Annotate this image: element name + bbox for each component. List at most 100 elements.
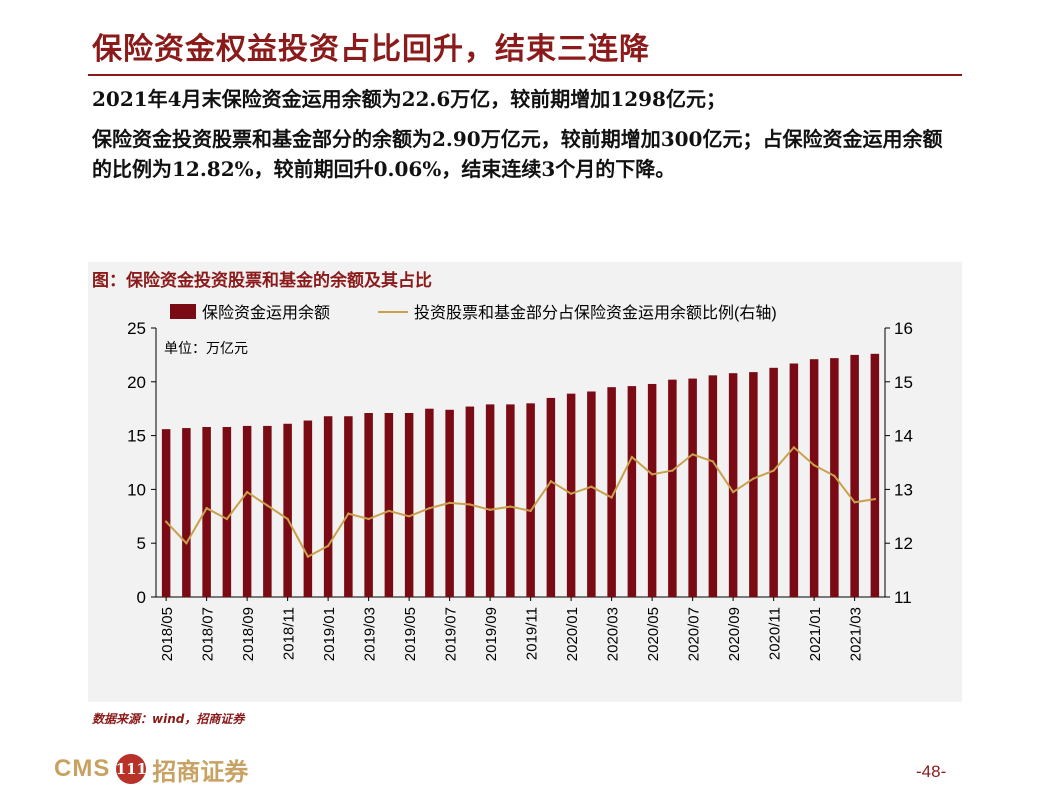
x-tick-label: 2019/03: [362, 607, 379, 661]
combo-chart: 0 5 10 15 20 25 11 12 13 14 15 16 2018/05 2018/07 2018…: [127, 303, 913, 661]
x-tick-label: 2018/05: [159, 607, 176, 661]
data-source: 数据来源：wind，招商证券: [92, 712, 245, 726]
ratio-point: [772, 469, 775, 472]
bullet-text-2: 保险资金投资股票和基金部分的余额为2.90万亿元，较前期增加300亿元；占保险资…: [92, 127, 943, 181]
ratio-point: [731, 490, 735, 494]
y-right-tick-label: 11: [894, 588, 912, 607]
legend-bar-swatch: [170, 304, 196, 319]
ratio-point: [650, 473, 654, 476]
ratio-point: [711, 460, 715, 463]
ratio-point: [549, 480, 553, 483]
x-tick-label: 2019/05: [402, 607, 419, 661]
figure-title: 图：保险资金投资股票和基金的余额及其占比: [92, 271, 432, 291]
bar: [566, 393, 576, 597]
ratio-point: [387, 509, 391, 513]
ratio-point: [833, 474, 836, 478]
bar: [627, 386, 637, 597]
bar: [546, 397, 556, 597]
unit-label: 单位：万亿元: [164, 340, 248, 356]
ratio-point: [266, 504, 269, 507]
bar: [850, 354, 859, 597]
ratio-point: [367, 517, 370, 521]
ratio-point: [610, 496, 613, 499]
y-left-tick-label: 0: [137, 588, 146, 607]
bar: [465, 406, 475, 597]
x-tick-label: 2021/01: [807, 607, 824, 661]
ratio-point: [225, 517, 229, 521]
ratio-point: [671, 469, 674, 472]
title-divider: [88, 74, 962, 76]
ratio-point: [448, 501, 451, 505]
y-right-tick-label: 12: [894, 534, 913, 553]
x-tick-label: 2019/07: [443, 607, 460, 661]
logo-text-cn: 招商证券: [152, 756, 249, 786]
bar: [384, 413, 394, 597]
ratio-point: [347, 512, 350, 515]
bar: [323, 416, 333, 597]
y-left-tick-label: 25: [127, 319, 146, 338]
bar: [526, 403, 535, 597]
bar: [647, 383, 657, 597]
ratio-point: [286, 517, 289, 521]
ratio-point: [630, 455, 634, 459]
bar: [506, 404, 515, 597]
ratio-point: [529, 509, 532, 513]
page-title: 保险资金权益投资占比回升，结束三连降: [92, 32, 650, 67]
logo-text-en: CMS: [54, 755, 111, 782]
y-right-tick-label: 13: [894, 480, 913, 499]
bar: [668, 379, 677, 597]
x-tick-label: 2019/11: [524, 607, 541, 660]
y-right-tick-label: 15: [894, 373, 913, 392]
bullet-text-1: 2021年4月末保险资金运用余额为22.6万亿，较前期增加1298亿元；: [92, 87, 726, 111]
bar: [607, 387, 616, 597]
bar: [364, 413, 373, 597]
y-left-tick-label: 20: [127, 373, 146, 392]
ratio-point: [407, 515, 411, 518]
bar: [830, 358, 839, 597]
ratio-point: [812, 463, 816, 467]
ratio-point: [509, 505, 512, 508]
bar: [161, 429, 171, 597]
logo-emblem-icon: 111: [116, 754, 147, 784]
bar: [587, 391, 596, 597]
bar: [708, 375, 718, 597]
y-left-tick-label: 15: [127, 427, 146, 446]
bar: [769, 367, 778, 597]
bar: [303, 420, 313, 597]
page-number: -48-: [916, 762, 947, 781]
y-right-tick-label: 14: [894, 427, 913, 446]
ratio-point: [873, 497, 877, 501]
ratio-point: [752, 477, 755, 480]
y-left-tick-label: 10: [127, 480, 146, 499]
ratio-point: [205, 507, 208, 510]
ratio-point: [428, 507, 431, 510]
bar: [789, 363, 799, 597]
ratio-point: [185, 542, 188, 545]
ratio-point: [691, 453, 694, 456]
x-tick-label: 2020/11: [767, 607, 784, 660]
bar: [283, 423, 292, 597]
bar: [688, 378, 697, 597]
ratio-point: [164, 520, 168, 523]
bar: [182, 428, 191, 597]
bar: [809, 359, 819, 597]
y-right-tick-label: 16: [894, 319, 913, 338]
x-tick-label: 2018/11: [281, 607, 298, 660]
y-left-tick-label: 5: [137, 534, 146, 553]
bar: [242, 425, 252, 597]
ratio-point: [488, 508, 492, 512]
bar: [404, 413, 414, 597]
ratio-point: [326, 544, 330, 548]
ratio-point: [569, 492, 573, 495]
bar: [425, 408, 434, 597]
x-tick-label: 2020/01: [564, 607, 581, 661]
x-tick-label: 2020/09: [726, 607, 743, 661]
ratio-point: [590, 485, 593, 488]
ratio-point: [245, 490, 249, 494]
ratio-point: [853, 501, 856, 504]
bar: [870, 353, 880, 597]
cms-logo: CMS 111 招商证券: [54, 752, 248, 786]
bar: [344, 416, 353, 597]
bar: [749, 372, 758, 597]
x-tick-label: 2018/07: [200, 607, 217, 661]
